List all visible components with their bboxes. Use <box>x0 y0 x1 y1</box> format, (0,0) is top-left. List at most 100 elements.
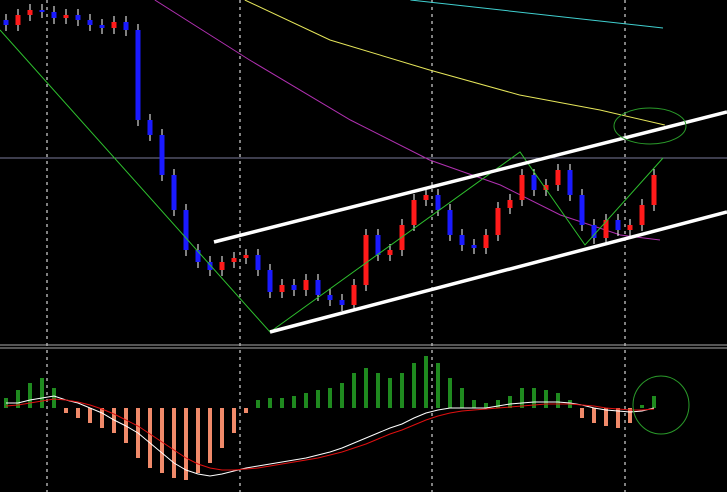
candle-body <box>627 225 633 230</box>
histogram-bar <box>532 388 536 408</box>
candle-body <box>435 195 441 210</box>
histogram-bar <box>592 408 596 423</box>
histogram-bar <box>352 373 356 408</box>
candle-body <box>651 175 657 205</box>
candle-body <box>147 120 153 135</box>
candle-body <box>531 175 537 190</box>
histogram-bar <box>556 393 560 408</box>
histogram-bar <box>256 400 260 408</box>
histogram-bar <box>448 378 452 408</box>
candle-body <box>567 170 573 195</box>
candle-body <box>387 250 393 255</box>
candle-body <box>99 25 105 28</box>
histogram-bar <box>16 390 20 408</box>
channel-line <box>269 210 727 334</box>
candle-body <box>519 175 525 200</box>
histogram-bar <box>220 408 224 448</box>
candle-body <box>303 280 309 290</box>
candle-body <box>15 15 21 25</box>
histogram-bar <box>232 408 236 433</box>
candle-body <box>243 255 249 258</box>
histogram-bar <box>580 408 584 418</box>
candle-body <box>87 20 93 25</box>
candle-body <box>447 210 453 235</box>
candle-body <box>255 255 261 270</box>
indicator-line <box>5 398 655 471</box>
candle-body <box>423 195 429 200</box>
histogram-bar <box>544 390 548 408</box>
candle-body <box>483 235 489 248</box>
histogram-bar <box>52 388 56 408</box>
time-grid <box>46 0 626 492</box>
highlight-circle <box>613 107 687 145</box>
histogram-bar <box>652 396 656 408</box>
candle-body <box>555 170 561 185</box>
candle-body <box>591 225 597 238</box>
histogram-bar <box>328 388 332 408</box>
histogram-bar <box>340 383 344 408</box>
candle-body <box>339 300 345 305</box>
histogram-bar <box>616 408 620 428</box>
histogram-bar <box>76 408 80 418</box>
moving-average <box>410 0 664 29</box>
histogram-bar <box>208 408 212 463</box>
moving-average <box>154 0 661 241</box>
histogram-bar <box>100 408 104 428</box>
candle-body <box>3 20 9 25</box>
candle-body <box>39 10 45 12</box>
candle-body <box>459 235 465 245</box>
channel-line <box>213 110 727 244</box>
candle-body <box>327 295 333 300</box>
candle-body <box>279 285 285 292</box>
candle-body <box>207 262 213 270</box>
histogram-bar <box>628 408 632 423</box>
candle-body <box>219 262 225 270</box>
histogram-bar <box>28 383 32 408</box>
candle-body <box>267 270 273 292</box>
indicator-line <box>6 395 655 477</box>
candle-body <box>195 250 201 262</box>
candle-body <box>123 22 129 30</box>
candle-body <box>411 200 417 225</box>
histogram-bar <box>172 408 176 478</box>
candle-body <box>375 235 381 255</box>
candle-body <box>183 210 189 250</box>
histogram-bar <box>268 398 272 408</box>
candle-body <box>51 12 57 18</box>
candle-body <box>543 185 549 190</box>
candle-body <box>315 280 321 295</box>
histogram-bar <box>184 408 188 480</box>
candle-body <box>231 258 237 262</box>
candle-body <box>291 285 297 290</box>
histogram-bar <box>400 373 404 408</box>
candle-body <box>63 15 69 18</box>
histogram-bar <box>196 408 200 473</box>
histogram-bar <box>304 393 308 408</box>
histogram-bar <box>160 408 164 473</box>
histogram-bar <box>520 388 524 408</box>
candle-body <box>495 208 501 235</box>
histogram-bar <box>292 396 296 408</box>
histogram-bar <box>376 373 380 408</box>
candle-body <box>171 175 177 210</box>
histogram-bar <box>388 378 392 408</box>
histogram-bar <box>484 403 488 408</box>
histogram-bar <box>148 408 152 468</box>
histogram-bar <box>280 398 284 408</box>
candle-body <box>471 245 477 248</box>
histogram-bar <box>64 408 68 413</box>
histogram-bar <box>496 400 500 408</box>
candle-body <box>135 30 141 120</box>
candle-body <box>363 235 369 285</box>
histogram-bar <box>40 378 44 408</box>
highlight-circle <box>632 375 690 435</box>
histogram-bar <box>424 356 428 408</box>
candle-body <box>351 285 357 305</box>
price-panel <box>3 0 665 311</box>
candle-body <box>159 135 165 175</box>
histogram-bar <box>412 363 416 408</box>
candle-body <box>639 205 645 225</box>
candle-body <box>27 10 33 15</box>
